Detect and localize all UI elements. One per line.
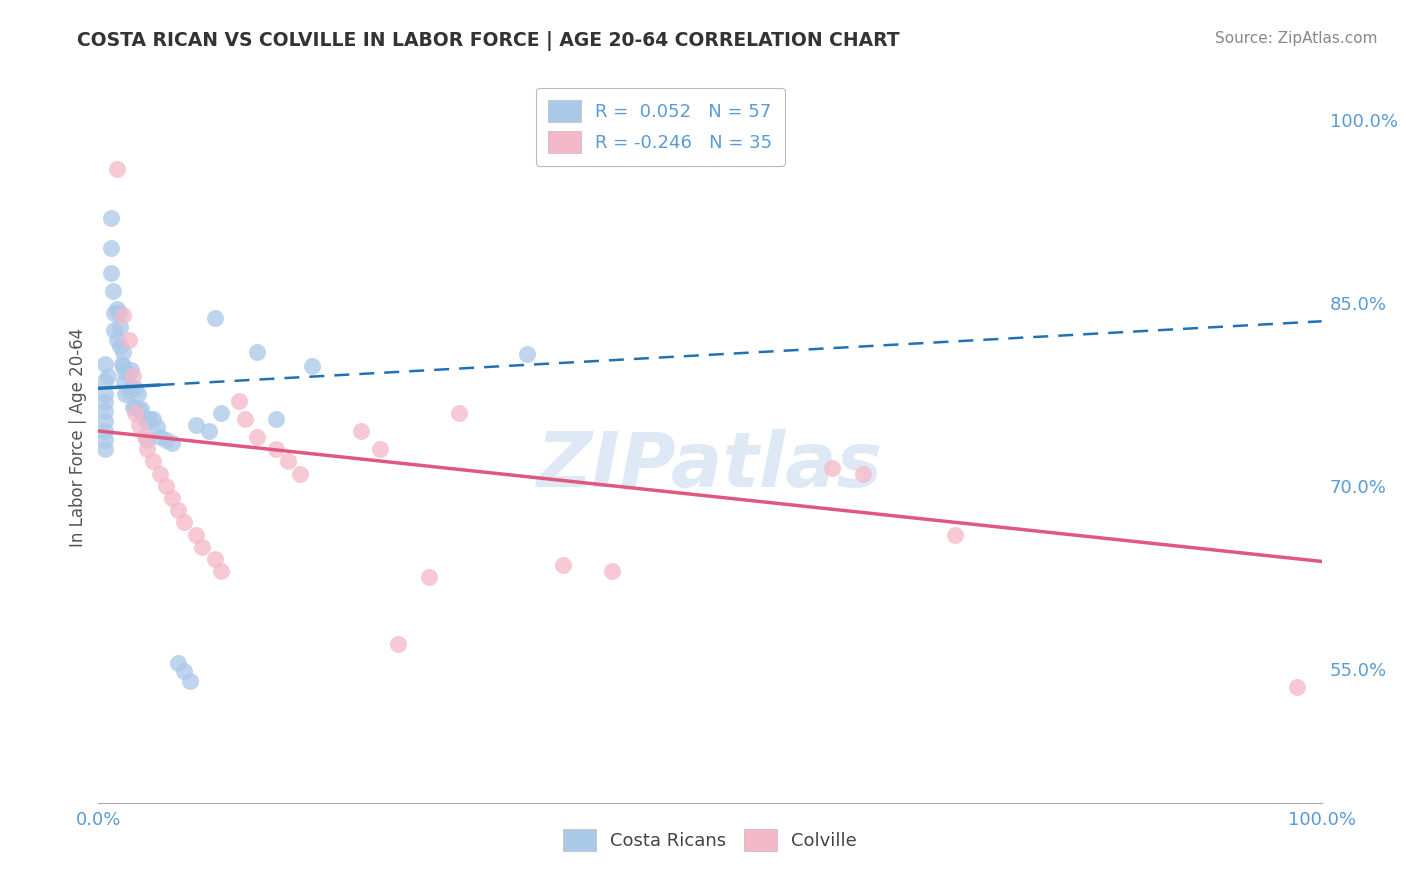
Point [852,467,875,481]
Point [112,376,135,390]
Point [93,394,115,409]
Point [100,241,122,255]
Point [93,442,115,457]
Point [120,363,142,377]
Point [136,416,159,430]
Point [515,347,537,361]
Point [124,406,146,420]
Point [142,412,165,426]
Point [350,424,373,438]
Point [943,527,966,541]
Point [1286,680,1309,694]
Point [186,527,208,541]
Point [93,357,115,371]
Point [209,406,232,420]
Point [111,344,134,359]
Point [121,369,143,384]
Point [93,414,115,428]
Point [101,284,124,298]
Point [129,402,152,417]
Point [118,367,141,381]
Point [103,323,125,337]
Point [233,412,256,426]
Point [290,467,312,481]
Text: ZIPatlas: ZIPatlas [537,429,883,503]
Point [100,211,122,225]
Point [149,467,172,481]
Point [121,400,143,414]
Point [821,460,844,475]
Point [179,673,201,688]
Point [93,374,115,388]
Point [173,664,195,678]
Point [301,359,323,374]
Point [105,161,128,176]
Point [191,540,214,554]
Point [105,301,128,317]
Point [387,637,409,651]
Point [111,357,134,371]
Point [600,564,623,578]
Point [108,306,131,320]
Point [142,454,165,468]
Point [110,320,132,334]
Point [128,417,150,432]
Point [93,424,115,438]
Point [155,433,177,447]
Point [111,308,134,322]
Point [127,387,149,401]
Point [167,656,190,670]
Point [146,420,169,434]
Point [149,430,172,444]
Point [449,406,471,420]
Point [114,366,136,380]
Point [160,491,183,505]
Point [124,400,146,414]
Point [418,570,440,584]
Point [136,433,159,447]
Legend: Costa Ricans, Colville: Costa Ricans, Colville [554,820,866,860]
Point [134,412,156,426]
Text: Source: ZipAtlas.com: Source: ZipAtlas.com [1215,31,1378,46]
Point [114,387,136,401]
Y-axis label: In Labor Force | Age 20-64: In Labor Force | Age 20-64 [69,327,87,547]
Point [167,503,190,517]
Point [277,454,299,468]
Point [97,369,120,384]
Point [128,403,150,417]
Point [93,433,115,447]
Point [139,412,162,426]
Point [197,424,219,438]
Point [134,430,156,444]
Point [209,564,232,578]
Point [204,552,226,566]
Point [264,442,287,457]
Point [160,436,183,450]
Point [264,412,287,426]
Point [553,558,575,573]
Point [111,359,134,374]
Point [368,442,391,457]
Point [136,442,159,457]
Point [103,306,125,320]
Point [105,333,128,347]
Point [120,381,142,395]
Point [228,393,250,408]
Point [124,381,146,395]
Point [100,265,122,279]
Point [204,310,226,325]
Point [93,387,115,401]
Point [246,344,269,359]
Point [93,404,115,418]
Text: COSTA RICAN VS COLVILLE IN LABOR FORCE | AGE 20-64 CORRELATION CHART: COSTA RICAN VS COLVILLE IN LABOR FORCE |… [77,31,900,51]
Point [246,430,269,444]
Point [118,333,141,347]
Point [186,417,208,432]
Point [173,516,195,530]
Point [118,384,141,398]
Point [110,339,132,353]
Point [155,479,177,493]
